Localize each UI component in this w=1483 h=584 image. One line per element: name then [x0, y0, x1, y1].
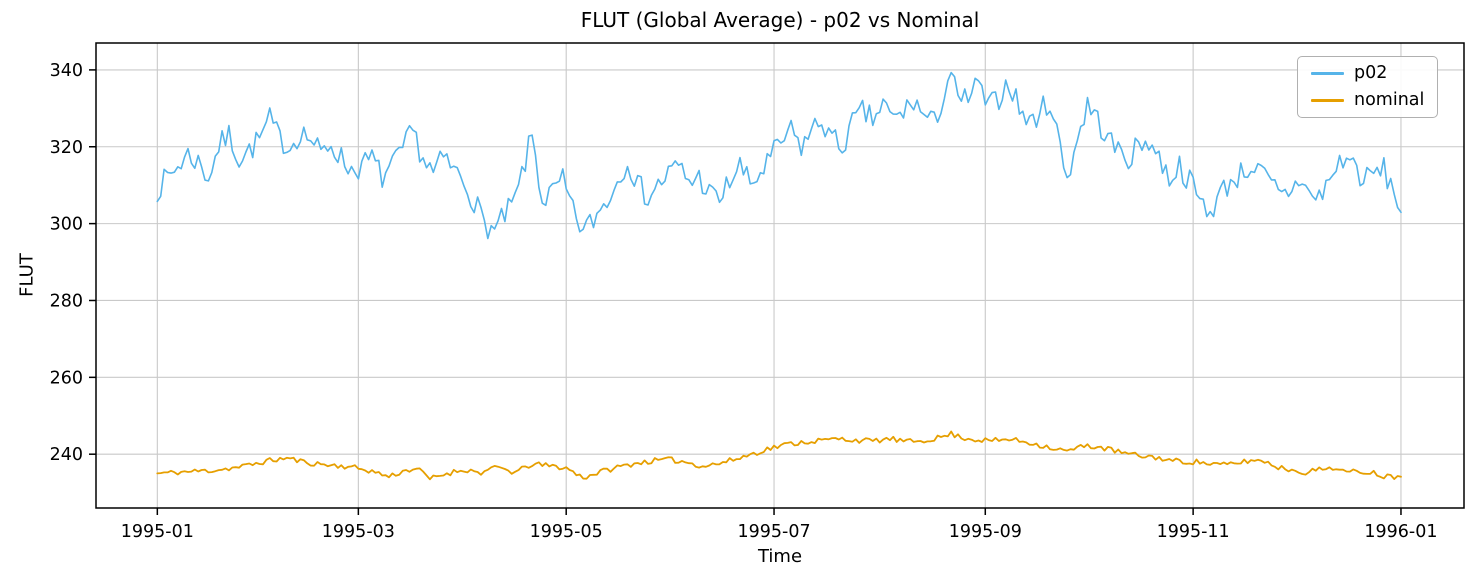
x-axis-label: Time	[757, 546, 803, 567]
y-axis-label: FLUT	[16, 253, 38, 297]
y-tick-label: 320	[50, 138, 83, 158]
series-line-nominal	[156, 430, 1402, 481]
axes-frame	[95, 42, 1465, 509]
series-line-p02	[156, 71, 1402, 240]
y-tick-label: 280	[50, 291, 83, 311]
y-tick-label: 300	[50, 215, 83, 235]
x-tick-label: 1996-01	[1364, 522, 1437, 542]
legend-item-nominal: nominal	[1311, 89, 1425, 110]
y-tick-label: 240	[50, 445, 83, 465]
x-tick-label: 1995-03	[322, 522, 395, 542]
x-tick-label: 1995-09	[949, 522, 1022, 542]
x-tick-label: 1995-11	[1157, 522, 1230, 542]
x-tick-label: 1995-05	[530, 522, 603, 542]
legend-item-p02: p02	[1311, 63, 1424, 83]
legend: p02 nominal	[1297, 56, 1439, 118]
legend-label-p02: p02	[1354, 63, 1388, 83]
legend-label-nominal: nominal	[1354, 89, 1425, 110]
legend-line-sample-p02	[1311, 72, 1344, 76]
x-tick-label: 1995-01	[121, 522, 194, 542]
chart-title: FLUT (Global Average) - p02 vs Nominal	[580, 8, 980, 32]
y-tick-label: 260	[50, 368, 83, 388]
y-tick-label: 340	[50, 61, 83, 81]
legend-line-sample-nominal	[1311, 98, 1344, 102]
x-tick-label: 1995-07	[737, 522, 810, 542]
